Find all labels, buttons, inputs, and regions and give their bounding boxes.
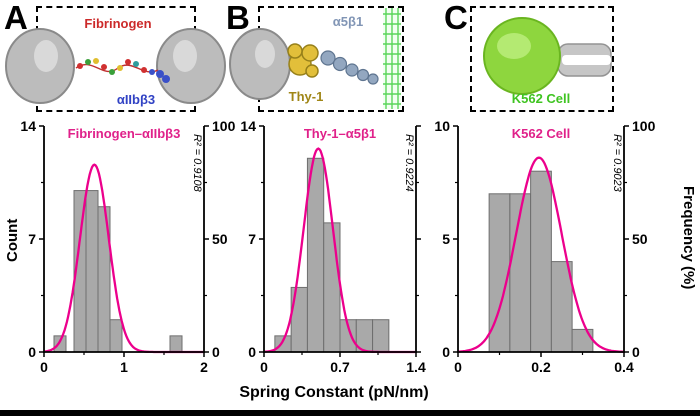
panel-letter-b: B xyxy=(226,0,250,36)
schematic-b: α5β1 Thy-1 xyxy=(229,6,404,112)
figure-bottom-border xyxy=(0,410,700,416)
histogram-bar xyxy=(85,190,99,353)
plot-title: Thy-1–α5β1 xyxy=(304,126,376,141)
plot-title: K562 Cell xyxy=(512,126,571,141)
panel-letter-c: C xyxy=(444,0,468,36)
y-tick-label: 0 xyxy=(442,344,450,360)
histogram-bar xyxy=(323,222,341,353)
r-squared-label: R² = 0.9108 xyxy=(191,134,203,193)
r-squared-label: R² = 0.9224 xyxy=(403,134,415,192)
x-tick-label: 0 xyxy=(454,359,462,375)
x-axis-label: Spring Constant (pN/nm) xyxy=(239,384,429,401)
y-tick-label: 0 xyxy=(28,344,36,360)
pipette-icon xyxy=(557,43,612,77)
x-tick-label: 2 xyxy=(200,359,208,375)
histogram-bar xyxy=(372,319,390,353)
fibrinogen-label: Fibrinogen xyxy=(84,16,151,31)
histogram-bar xyxy=(169,335,183,353)
gaussian-fit-curve xyxy=(43,163,204,354)
bead-highlight-icon xyxy=(255,40,275,68)
y-axis-label-frequency: Frequency (%) xyxy=(680,186,697,290)
y-tick-label: 7 xyxy=(248,231,256,247)
histogram-bar xyxy=(530,170,552,353)
x-tick-label: 0 xyxy=(260,359,268,375)
x-tick-label: 0.2 xyxy=(531,359,551,375)
thy1-antibody-icon xyxy=(287,43,319,78)
panel-letter-a: A xyxy=(4,0,28,36)
a5b1-bead-chain-icon xyxy=(320,50,379,85)
histogram-bar xyxy=(109,319,123,353)
histogram-panel-b: 0 0.7 1.4 0 7 14 Thy-1–α5β1 R² = 0.9224 xyxy=(240,118,426,375)
y-tick-label: 5 xyxy=(442,231,450,247)
bead-left-highlight-icon xyxy=(34,40,58,72)
protein-chain-beads-icon xyxy=(77,58,155,75)
schematic-c: K562 Cell xyxy=(470,6,614,112)
aiibb3-label: αIIbβ3 xyxy=(117,92,155,107)
histogram-bar xyxy=(53,335,67,353)
right-tick-label: 50 xyxy=(212,231,228,247)
y-tick-label: 14 xyxy=(20,118,36,134)
y-tick-label: 14 xyxy=(240,118,256,134)
plot-title: Fibrinogen–αIIbβ3 xyxy=(68,126,181,141)
thy1-label: Thy-1 xyxy=(289,89,324,104)
right-tick-label: 0 xyxy=(212,344,220,360)
right-tick-label: 100 xyxy=(632,118,656,134)
y-axis-label-count: Count xyxy=(4,218,21,262)
bead-right-highlight-icon xyxy=(173,40,197,72)
y-tick-label: 10 xyxy=(434,118,450,134)
x-tick-label: 0.7 xyxy=(330,359,350,375)
schematic-a: Fibrinogen αIIbβ3 xyxy=(5,6,226,112)
a5b1-label: α5β1 xyxy=(333,14,363,29)
x-tick-label: 0 xyxy=(40,359,48,375)
y-tick-label: 7 xyxy=(28,231,36,247)
x-tick-label: 1.4 xyxy=(406,359,426,375)
r-squared-label: R² = 0.9023 xyxy=(611,134,623,193)
x-tick-label: 0.4 xyxy=(614,359,634,375)
cell-icon xyxy=(483,17,561,95)
right-tick-label: 100 xyxy=(212,118,236,134)
x-tick-label: 1 xyxy=(120,359,128,375)
right-tick-label: 0 xyxy=(632,344,640,360)
substrate-grid-icon xyxy=(383,8,401,109)
y-tick-label: 0 xyxy=(248,344,256,360)
integrin-icon xyxy=(156,70,170,83)
k562-cell-label: K562 Cell xyxy=(512,91,571,106)
histogram-bar xyxy=(571,328,594,353)
gaussian-fit-curve xyxy=(458,156,624,353)
right-tick-label: 50 xyxy=(632,231,648,247)
